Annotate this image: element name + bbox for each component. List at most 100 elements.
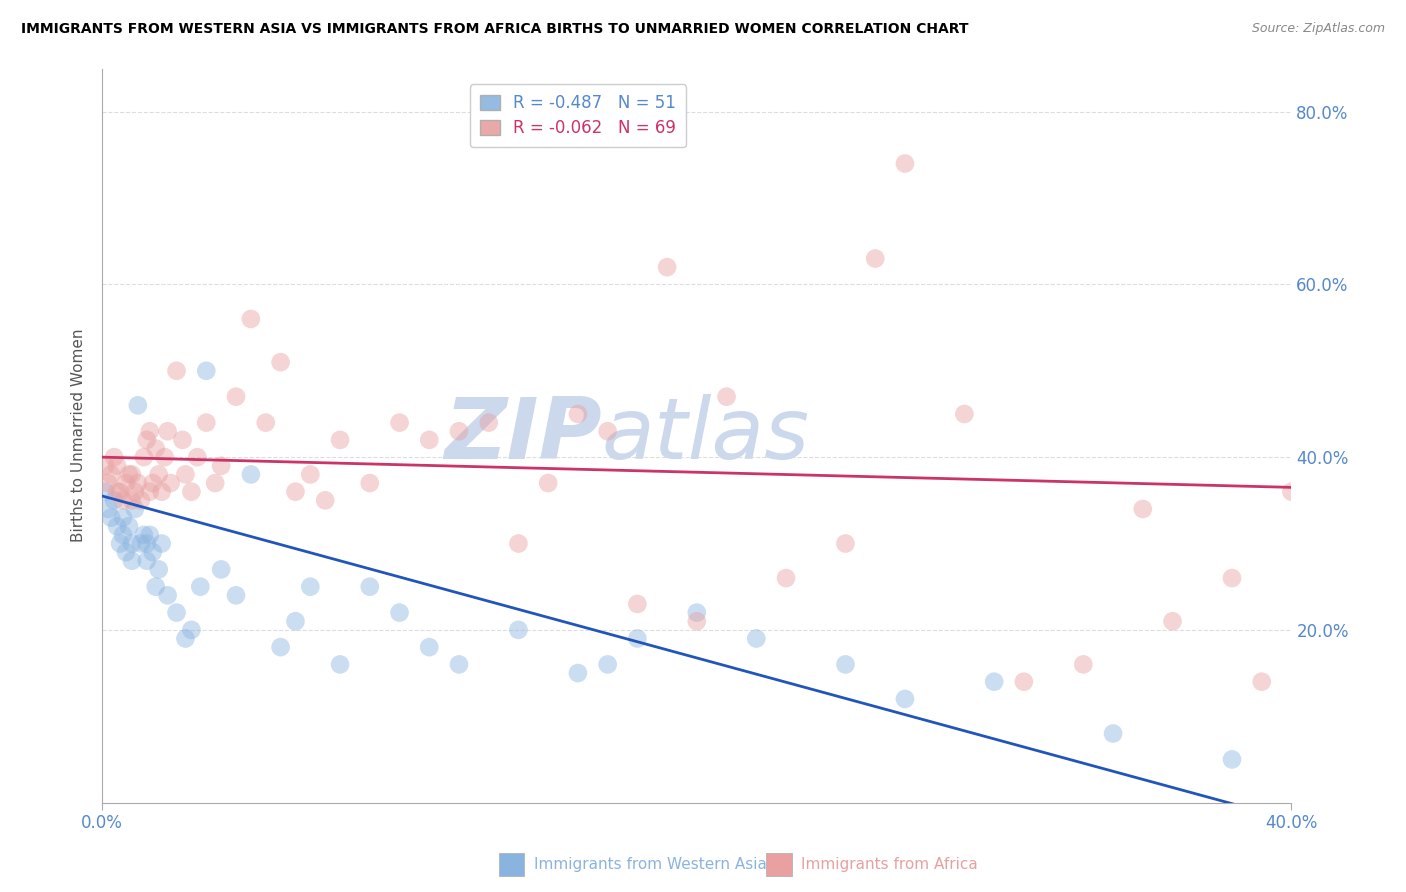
Point — [195, 416, 218, 430]
Point — [174, 632, 197, 646]
Point — [1161, 614, 1184, 628]
Point — [745, 632, 768, 646]
Point — [894, 156, 917, 170]
Point — [166, 606, 188, 620]
Point — [111, 493, 134, 508]
Legend: R = -0.487   N = 51, R = -0.062   N = 69: R = -0.487 N = 51, R = -0.062 N = 69 — [470, 84, 686, 147]
Point — [186, 450, 208, 464]
Text: IMMIGRANTS FROM WESTERN ASIA VS IMMIGRANTS FROM AFRICA BIRTHS TO UNMARRIED WOMEN: IMMIGRANTS FROM WESTERN ASIA VS IMMIGRAN… — [21, 22, 969, 37]
Point — [254, 416, 277, 430]
Point — [139, 484, 162, 499]
Point — [359, 580, 381, 594]
Point — [894, 692, 917, 706]
Point — [716, 390, 738, 404]
Point — [180, 623, 202, 637]
Point — [118, 519, 141, 533]
Point — [94, 484, 117, 499]
Point — [478, 416, 501, 430]
Point — [174, 467, 197, 482]
Point — [1132, 502, 1154, 516]
Point — [111, 528, 134, 542]
Point — [135, 554, 157, 568]
Point — [953, 407, 976, 421]
Point — [145, 442, 167, 456]
Point — [97, 476, 120, 491]
Point — [225, 588, 247, 602]
Point — [124, 484, 146, 499]
Point — [626, 632, 648, 646]
Point — [626, 597, 648, 611]
Point — [209, 562, 232, 576]
Point — [418, 433, 440, 447]
Point — [567, 666, 589, 681]
Point — [447, 424, 470, 438]
Point — [447, 657, 470, 672]
Point — [103, 450, 125, 464]
Point — [159, 476, 181, 491]
Point — [537, 476, 560, 491]
Point — [834, 536, 856, 550]
Point — [209, 458, 232, 473]
Point — [655, 260, 678, 274]
Point — [388, 606, 411, 620]
Bar — [766, 854, 792, 876]
Point — [239, 467, 262, 482]
Point — [596, 657, 619, 672]
Text: Source: ZipAtlas.com: Source: ZipAtlas.com — [1251, 22, 1385, 36]
Point — [1340, 709, 1362, 723]
Point — [150, 484, 173, 499]
Point — [121, 536, 143, 550]
Point — [686, 606, 709, 620]
Point — [135, 433, 157, 447]
Point — [863, 252, 886, 266]
Point — [188, 580, 211, 594]
Point — [127, 398, 149, 412]
Point — [132, 528, 155, 542]
Point — [148, 467, 170, 482]
Point — [105, 458, 128, 473]
Point — [284, 484, 307, 499]
Text: Immigrants from Western Asia: Immigrants from Western Asia — [534, 857, 768, 872]
Point — [508, 536, 530, 550]
Point — [115, 476, 138, 491]
Point — [508, 623, 530, 637]
Point — [180, 484, 202, 499]
Point — [1073, 657, 1095, 672]
Point — [270, 355, 292, 369]
Point — [329, 657, 352, 672]
Point — [115, 545, 138, 559]
Point — [111, 510, 134, 524]
Point — [124, 502, 146, 516]
Point — [983, 674, 1005, 689]
Point — [1012, 674, 1035, 689]
Point — [1250, 674, 1272, 689]
Point — [105, 484, 128, 499]
Point — [139, 528, 162, 542]
Point — [108, 484, 131, 499]
Text: ZIP: ZIP — [444, 394, 602, 477]
Point — [100, 467, 122, 482]
Point — [1220, 571, 1243, 585]
Point — [834, 657, 856, 672]
Point — [121, 554, 143, 568]
Point — [314, 493, 336, 508]
Point — [129, 536, 152, 550]
Bar — [499, 854, 524, 876]
Point — [118, 467, 141, 482]
Point — [121, 493, 143, 508]
Point — [148, 562, 170, 576]
Point — [105, 519, 128, 533]
Point — [100, 510, 122, 524]
Point — [132, 450, 155, 464]
Point — [1281, 484, 1303, 499]
Point — [166, 364, 188, 378]
Point — [172, 433, 194, 447]
Point — [135, 536, 157, 550]
Point — [596, 424, 619, 438]
Point — [121, 467, 143, 482]
Y-axis label: Births to Unmarried Women: Births to Unmarried Women — [72, 329, 86, 542]
Point — [299, 467, 322, 482]
Point — [97, 502, 120, 516]
Text: Immigrants from Africa: Immigrants from Africa — [801, 857, 979, 872]
Point — [388, 416, 411, 430]
